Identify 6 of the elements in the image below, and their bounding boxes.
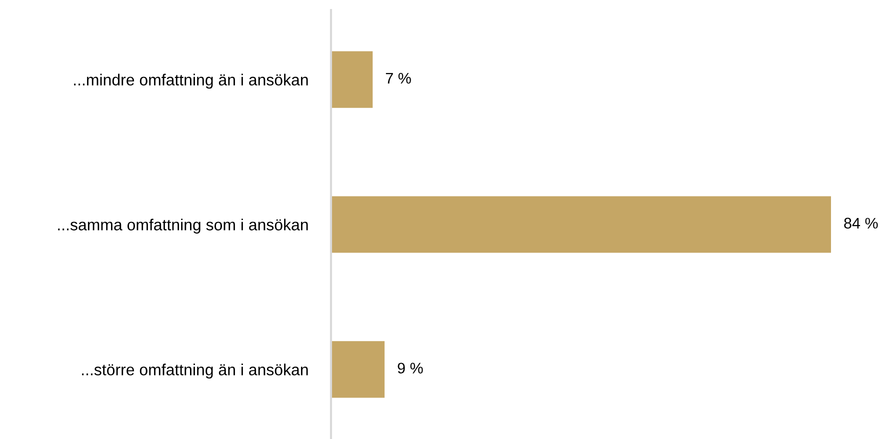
data-label: 9 % [398,362,423,374]
y-tick-label: ...mindre omfattning än i ansökan [74,74,308,89]
data-label: 84 % [844,218,878,229]
data-label: 7 % [386,72,411,84]
y-tick-label: ...samma omfattning som i ansökan [58,218,308,234]
y-tick-label: ...större omfattning än i ansökan [82,364,308,379]
